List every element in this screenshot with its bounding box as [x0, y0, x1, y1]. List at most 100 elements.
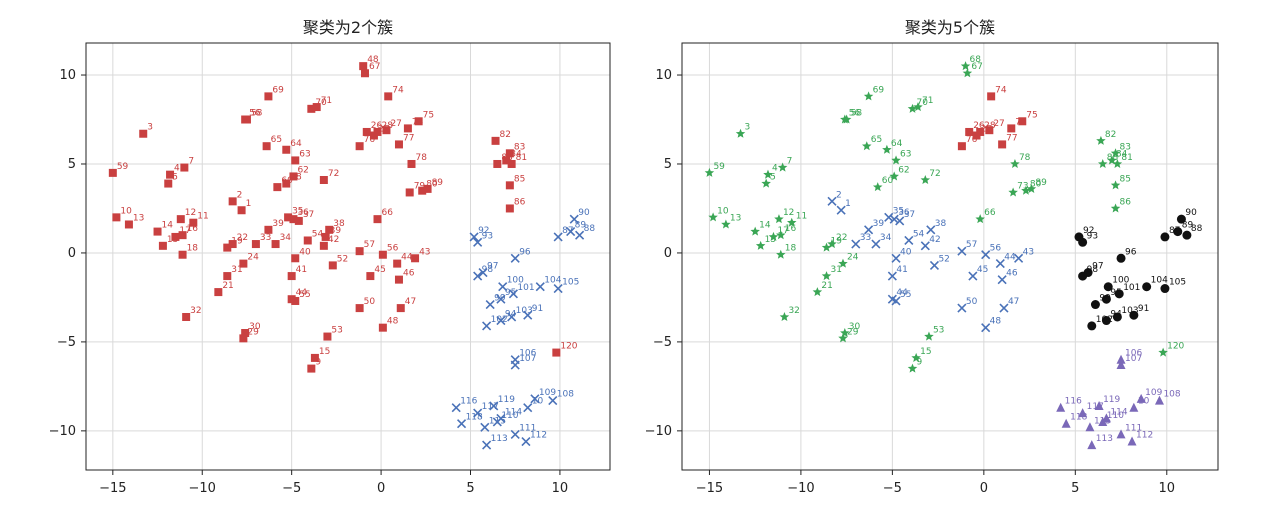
- data-point-label: 67: [971, 62, 982, 72]
- data-point-label: 19: [831, 237, 843, 247]
- data-point: [355, 142, 364, 151]
- data-point: [496, 294, 506, 304]
- plot-frame: [85, 42, 611, 471]
- data-point: [962, 68, 973, 78]
- data-point: [1078, 237, 1088, 247]
- data-point-label: 73: [1015, 117, 1026, 127]
- data-point-label: 72: [929, 169, 940, 179]
- data-point: [1176, 214, 1186, 224]
- data-point: [779, 311, 790, 322]
- data-point-label: 33: [260, 233, 271, 243]
- data-point: [704, 167, 715, 177]
- data-point: [776, 230, 786, 240]
- x-tick-label: 10: [552, 481, 569, 496]
- data-point-label: 56: [387, 244, 399, 254]
- data-point: [1110, 203, 1121, 213]
- data-point-label: 59: [117, 162, 129, 172]
- data-point-label: 85: [1120, 174, 1131, 184]
- data-point: [1087, 440, 1097, 450]
- data-point-label: 32: [190, 306, 201, 316]
- data-point: [228, 240, 237, 249]
- data-point: [366, 272, 375, 281]
- data-point: [913, 102, 923, 112]
- data-point: [510, 429, 520, 439]
- data-point-label: 119: [498, 395, 515, 405]
- series-triangle: 1061071161171181151191141101091010811111…: [1056, 349, 1181, 450]
- data-point-label: 88: [1191, 224, 1203, 234]
- data-point: [498, 282, 508, 292]
- data-point: [394, 140, 403, 149]
- data-point: [510, 360, 520, 370]
- x-tick-label: 10: [1159, 481, 1176, 496]
- data-point-label: 57: [364, 240, 375, 250]
- data-point: [262, 142, 271, 151]
- data-point: [1094, 400, 1104, 410]
- data-point-label: 43: [1023, 247, 1034, 257]
- data-point-label: 35: [292, 206, 303, 216]
- data-point: [319, 241, 328, 250]
- data-point-label: 108: [1163, 390, 1180, 400]
- data-point-label: 50: [966, 297, 978, 307]
- data-point: [264, 225, 273, 234]
- data-point: [473, 271, 483, 281]
- data-point: [394, 275, 403, 284]
- data-point: [1021, 185, 1031, 195]
- data-point-label: 100: [1112, 276, 1129, 286]
- y-tick-label: −10: [645, 424, 672, 439]
- data-point-label: 76: [364, 135, 376, 145]
- x-tick-label: 0: [377, 481, 385, 496]
- data-point: [862, 141, 872, 151]
- data-point: [929, 260, 940, 270]
- data-point: [282, 145, 291, 154]
- data-point-label: 89: [575, 221, 587, 231]
- data-point: [485, 299, 495, 310]
- data-point: [1116, 429, 1126, 439]
- data-point: [987, 92, 996, 101]
- data-point: [1008, 187, 1018, 197]
- data-point-label: 42: [929, 235, 940, 245]
- data-point: [1085, 422, 1095, 432]
- data-point-label: 48: [990, 317, 1002, 327]
- data-point: [112, 213, 121, 222]
- data-point: [1078, 271, 1088, 281]
- data-point: [508, 289, 518, 299]
- x-tick-label: 0: [980, 481, 988, 496]
- data-point: [312, 103, 321, 112]
- data-point-label: 97: [1092, 262, 1103, 272]
- data-point-label: 34: [280, 233, 292, 243]
- x-tick-label: −10: [189, 481, 216, 496]
- data-point-label: 54: [913, 229, 925, 239]
- data-point-label: 26: [371, 121, 383, 131]
- data-point: [407, 159, 416, 168]
- y-tick-label: −5: [653, 335, 672, 350]
- data-point: [995, 259, 1005, 269]
- data-point: [999, 303, 1009, 313]
- data-point-label: 82: [500, 130, 511, 140]
- data-point-label: 2: [836, 190, 842, 200]
- data-point-label: 27: [993, 119, 1004, 129]
- data-point-label: 46: [1006, 269, 1018, 279]
- data-point-label: 94: [1110, 310, 1122, 320]
- data-point: [482, 440, 492, 450]
- data-point-label: 7: [188, 157, 194, 167]
- data-point: [840, 328, 850, 338]
- data-point: [891, 296, 901, 306]
- data-point-label: 80: [1030, 180, 1042, 190]
- data-point: [473, 237, 483, 247]
- data-point-label: 26: [973, 121, 985, 131]
- data-point: [1078, 408, 1088, 418]
- data-point-label: 5: [770, 173, 776, 183]
- data-point: [997, 275, 1007, 285]
- data-point-label: 22: [836, 233, 847, 243]
- data-point-label: 119: [1103, 395, 1120, 405]
- data-point-label: 70: [315, 98, 327, 108]
- data-point: [273, 183, 282, 192]
- data-point-label: 60: [882, 176, 894, 186]
- data-point: [768, 231, 779, 241]
- data-point: [1061, 418, 1071, 428]
- data-point-label: 4: [772, 164, 778, 174]
- data-point-label: 76: [966, 135, 978, 145]
- data-point-label: 63: [299, 149, 310, 159]
- data-point: [393, 259, 402, 268]
